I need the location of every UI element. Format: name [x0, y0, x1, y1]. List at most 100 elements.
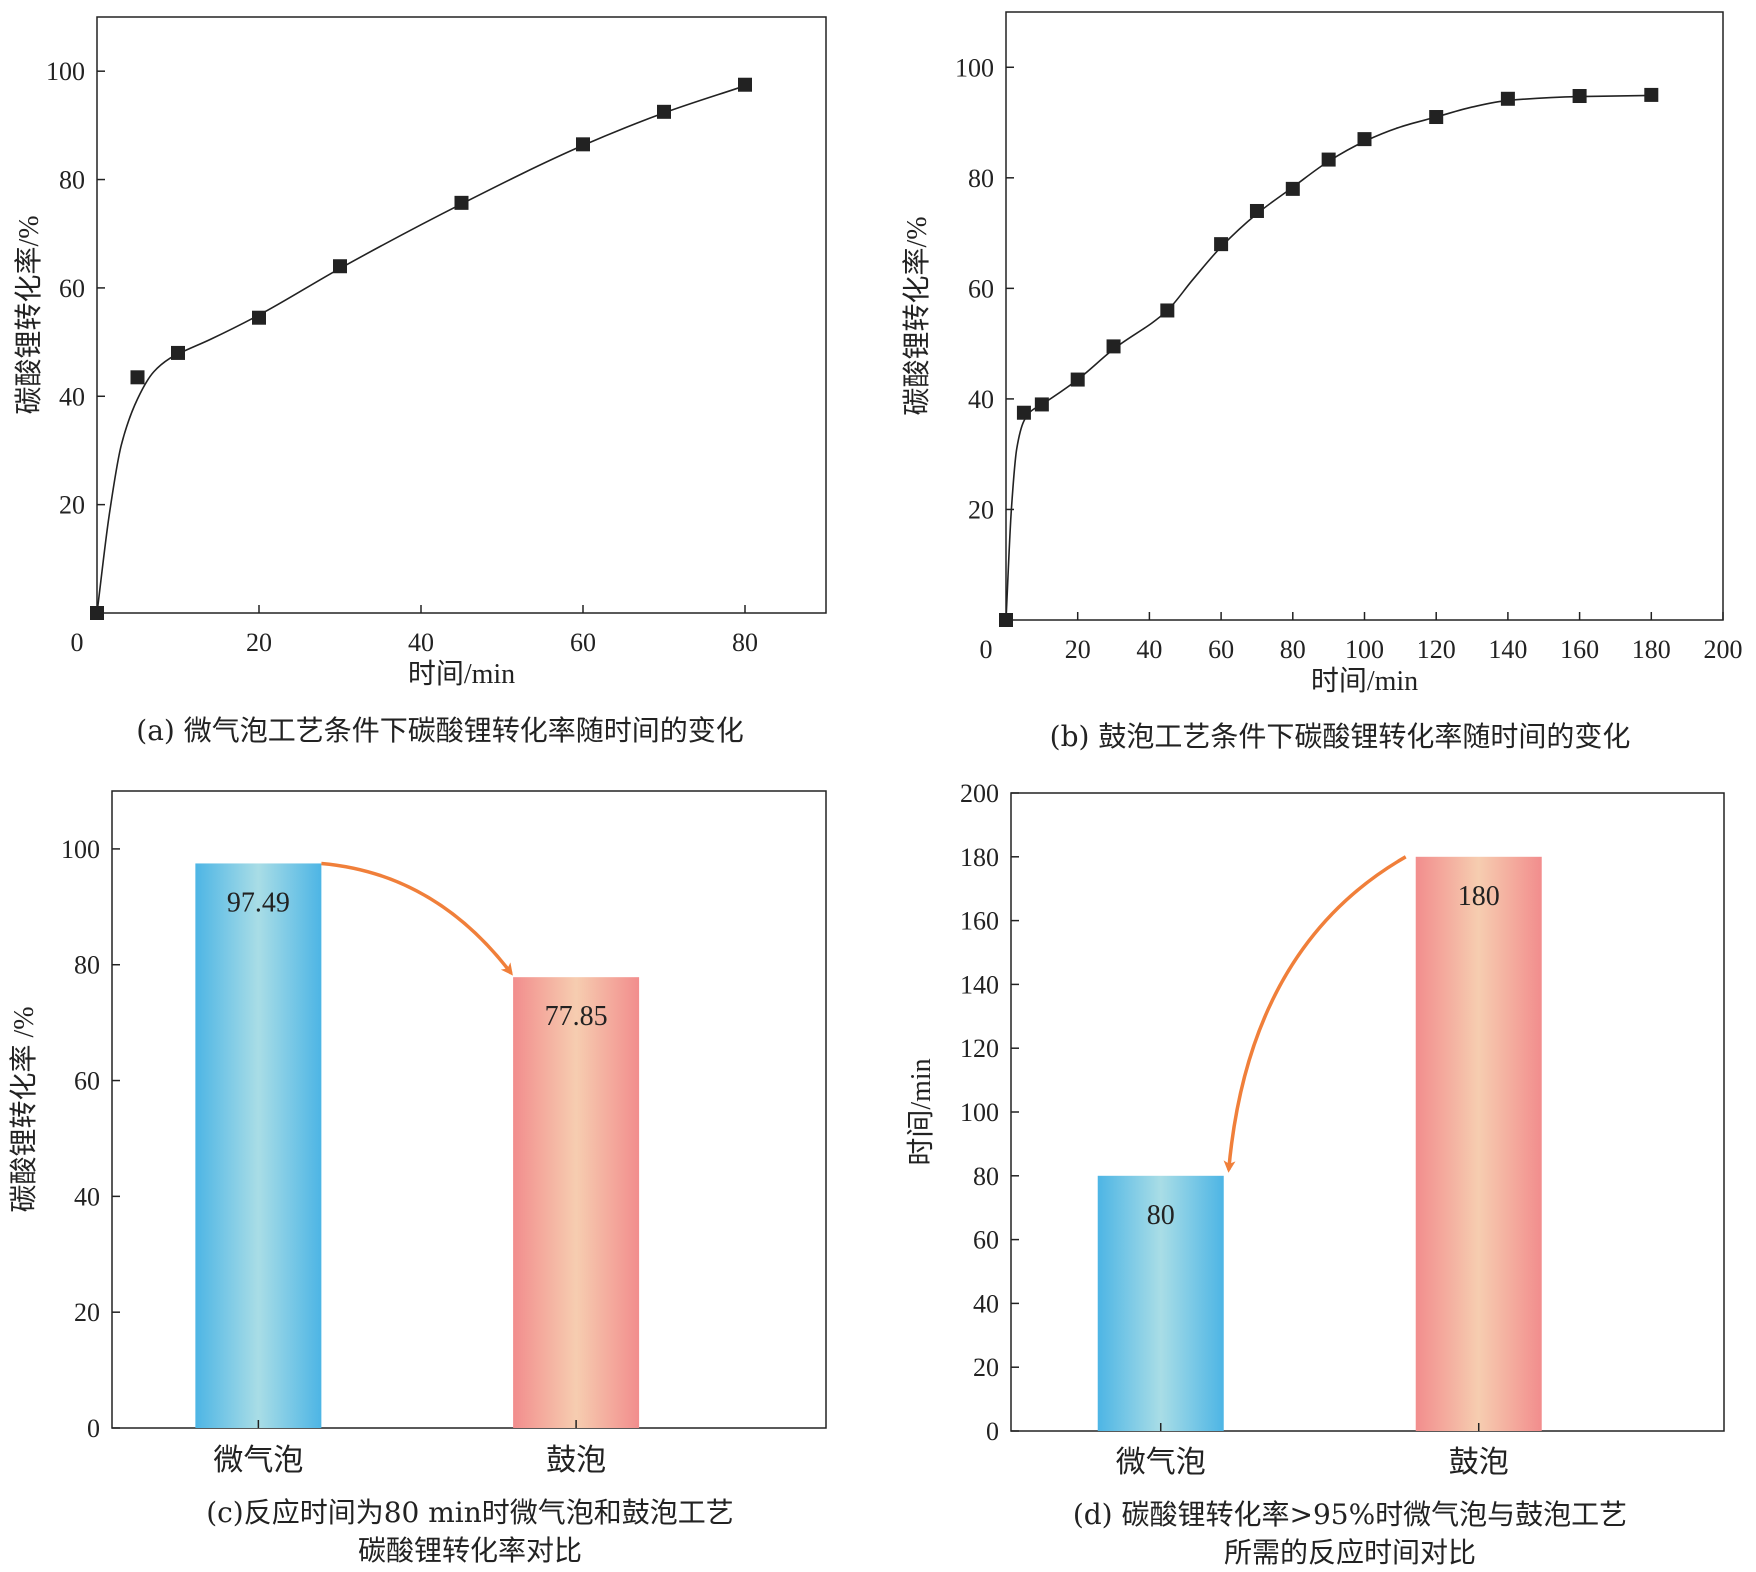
data-point-a-1: [130, 370, 145, 385]
y-tick-label-b-100: 100: [955, 53, 994, 82]
x-tick-label-b-140: 140: [1488, 635, 1527, 664]
y-tick-label-d-60: 60: [973, 1226, 999, 1255]
x-tick-label-b-100: 100: [1345, 635, 1384, 664]
data-point-a-5: [454, 195, 469, 210]
data-point-b-4: [1106, 339, 1121, 354]
bar-value-label-c-0: 97.49: [227, 887, 290, 918]
data-point-a-0: [90, 606, 104, 620]
caption-d-line2: 所需的反应时间对比: [1223, 1535, 1476, 1569]
y-tick-label-a-60: 60: [59, 274, 85, 303]
comparison-arrow-c: [321, 861, 513, 976]
x-tick-label-b-80: 80: [1280, 635, 1306, 664]
data-point-b-2: [1034, 397, 1049, 412]
y-tick-label-b-40: 40: [968, 385, 994, 414]
y-tick-label-d-80: 80: [973, 1162, 999, 1191]
x-tick-label-a-20: 20: [246, 628, 272, 657]
bar-value-label-d-0: 80: [1147, 1200, 1175, 1231]
caption-c-line1: (c)反应时间为80 min时微气泡和鼓泡工艺: [206, 1496, 734, 1529]
data-point-b-13: [1572, 89, 1587, 104]
data-point-b-6: [1214, 237, 1229, 252]
y-tick-label-c-40: 40: [74, 1182, 100, 1211]
data-point-a-2: [171, 345, 185, 360]
data-point-b-11: [1429, 110, 1444, 125]
category-label-c-1: 鼓泡: [546, 1444, 606, 1477]
y-tick-label-c-20: 20: [74, 1298, 100, 1327]
y-tick-label-d-180: 180: [960, 843, 999, 872]
x-tick-label-b-160: 160: [1560, 635, 1599, 664]
x-tick-label-b-180: 180: [1632, 635, 1671, 664]
data-point-b-0: [999, 613, 1013, 627]
data-point-b-3: [1070, 372, 1085, 387]
y-tick-label-d-0: 0: [986, 1417, 999, 1446]
y-axis-label-b: 碳酸锂转化率/%: [901, 216, 933, 415]
data-point-b-5: [1160, 303, 1175, 318]
data-point-a-8: [738, 77, 752, 92]
caption-d-line1: (d) 碳酸锂转化率>95%时微气泡与鼓泡工艺: [1072, 1498, 1628, 1531]
fit-curve-b: [1005, 94, 1652, 621]
data-point-a-3: [252, 310, 266, 325]
x-tick-label-a-40: 40: [408, 628, 434, 657]
caption-c-line2: 碳酸锂转化率对比: [357, 1533, 582, 1567]
plot-frame-c: [111, 790, 827, 1429]
bar-d-0: [1097, 1175, 1224, 1431]
x-tick-label-a-80: 80: [732, 628, 758, 657]
bar-value-label-c-1: 77.85: [545, 1001, 608, 1032]
chart-c-bar: 0 20 40 60 80 100 碳酸锂转化率 /% 97.49 微气泡 77.85 鼓泡: [8, 790, 827, 1477]
y-tick-label-d-40: 40: [973, 1289, 999, 1318]
data-point-b-7: [1249, 203, 1264, 218]
y-tick-label-d-120: 120: [960, 1034, 999, 1063]
x-tick-label-b-0: 0: [980, 635, 993, 664]
y-tick-label-d-140: 140: [960, 970, 999, 999]
bar-d-1: [1415, 856, 1542, 1431]
chart-b-line: 0 20 40 60 80 100 120 140 160 180 200 20 40 60 80 100 碳酸…: [901, 11, 1743, 697]
bar-value-label-d-1: 180: [1458, 881, 1500, 912]
y-tick-label-b-60: 60: [968, 274, 994, 303]
data-point-b-1: [1016, 405, 1031, 420]
x-tick-label-b-60: 60: [1208, 635, 1234, 664]
data-point-b-10: [1357, 132, 1372, 147]
caption-c: (c)反应时间为80 min时微气泡和鼓泡工艺 碳酸锂转化率对比: [80, 1494, 860, 1570]
y-tick-label-c-60: 60: [74, 1067, 100, 1096]
category-label-d-0: 微气泡: [1116, 1446, 1206, 1479]
bar-c-1: [513, 977, 640, 1428]
plot-frame-b: [1005, 11, 1724, 621]
y-tick-label-a-80: 80: [59, 166, 85, 195]
y-tick-label-c-0: 0: [87, 1414, 100, 1443]
y-tick-label-b-80: 80: [968, 164, 994, 193]
comparison-arrow-d: [1223, 855, 1407, 1173]
category-label-c-0: 微气泡: [213, 1444, 303, 1477]
x-tick-label-b-120: 120: [1417, 635, 1456, 664]
x-axis-label-a: 时间/min: [408, 658, 515, 690]
data-point-b-8: [1285, 181, 1300, 196]
x-axis-label-b: 时间/min: [1311, 665, 1418, 697]
data-point-b-12: [1500, 91, 1515, 106]
y-axis-label-d: 时间/min: [905, 1058, 937, 1165]
category-label-d-1: 鼓泡: [1449, 1446, 1509, 1479]
x-tick-label-b-40: 40: [1136, 635, 1162, 664]
y-axis-label-c: 碳酸锂转化率 /%: [8, 1006, 40, 1212]
caption-a: (a) 微气泡工艺条件下碳酸锂转化率随时间的变化: [136, 714, 744, 747]
y-tick-label-d-200: 200: [960, 779, 999, 808]
x-tick-label-b-20: 20: [1065, 635, 1091, 664]
y-axis-label-a: 碳酸锂转化率/%: [13, 215, 45, 414]
plot-frame-a: [96, 16, 827, 614]
data-point-a-6: [576, 137, 590, 152]
y-tick-label-d-100: 100: [960, 1098, 999, 1127]
y-tick-label-d-20: 20: [973, 1353, 999, 1382]
x-tick-label-b-200: 200: [1704, 635, 1743, 664]
caption-b: (b) 鼓泡工艺条件下碳酸锂转化率随时间的变化: [1049, 720, 1631, 753]
fit-curve-a: [96, 85, 746, 614]
y-tick-label-b-20: 20: [968, 495, 994, 524]
data-point-a-4: [333, 259, 347, 274]
data-point-b-9: [1321, 152, 1336, 167]
y-tick-label-a-100: 100: [46, 57, 85, 86]
chart-a-line: 0 20 40 60 80 20 40 60 80 100 碳酸锂转化率/% 时间/min: [13, 16, 827, 690]
data-point-a-7: [657, 104, 671, 119]
chart-d-bar: 0 20 40 60 80 100 120 140 160 180 200 时间/min 80 微气泡 18…: [905, 779, 1725, 1479]
y-tick-label-c-100: 100: [61, 835, 100, 864]
bar-c-0: [195, 863, 322, 1428]
y-tick-label-d-160: 160: [960, 907, 999, 936]
y-tick-label-a-20: 20: [59, 491, 85, 520]
y-tick-label-c-80: 80: [74, 951, 100, 980]
